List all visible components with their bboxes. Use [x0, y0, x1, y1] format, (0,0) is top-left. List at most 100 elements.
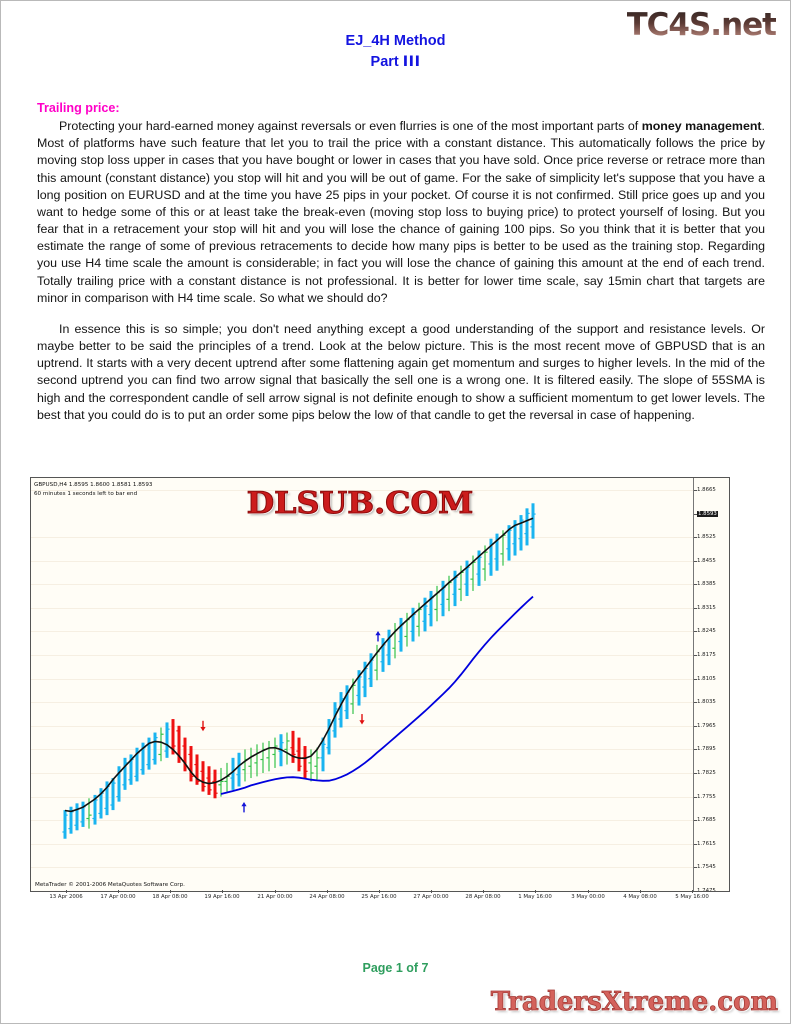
price-tick-label: 1.8385 [697, 581, 716, 588]
time-tick-label: 3 May 00:00 [571, 894, 605, 900]
price-tick-mark [694, 655, 697, 656]
price-bar [212, 769, 218, 799]
price-bar [332, 702, 338, 738]
page-title: EJ_4H Method Part III [1, 31, 790, 72]
price-bar [206, 766, 212, 795]
price-bar [158, 727, 164, 762]
price-bar [338, 692, 344, 728]
price-axis[interactable]: 1.8665 1.8593 1.8525 1.8455 1.8385 1.8315 1.82… [693, 478, 729, 891]
grid-line [31, 797, 695, 798]
doc-title-line1: EJ_4H Method [345, 33, 446, 49]
price-bar [530, 503, 536, 539]
price-tick-label: 1.8665 [697, 486, 716, 493]
price-tick-mark [694, 489, 697, 491]
price-bar [242, 749, 248, 782]
time-tick-label: 25 Apr 16:00 [361, 894, 397, 900]
quote-line-1: GBPUSD,H4 1.8595 1.8600 1.8581 1.8593 [34, 482, 153, 488]
price-tick-mark [694, 607, 697, 609]
tradersxtreme-logo: TradersXtreme.com [490, 987, 778, 1018]
price-tick-mark [694, 560, 697, 562]
price-tick-mark [694, 514, 697, 516]
price-tick-label: 1.7895 [697, 746, 716, 753]
grid-line [31, 844, 695, 845]
time-tick-label: 24 Apr 08:00 [309, 894, 345, 900]
grid-line [31, 867, 695, 868]
grid-line [31, 702, 695, 703]
price-bar [122, 757, 128, 790]
time-tick-mark [483, 890, 484, 893]
price-bar [290, 730, 296, 763]
price-bar [302, 746, 308, 779]
paragraph-1: Protecting your hard-earned money agains… [37, 118, 765, 307]
price-tick-label: 1.8175 [697, 652, 716, 658]
sell-arrow-icon [359, 714, 365, 725]
price-bar [218, 767, 224, 797]
buy-arrow-icon [375, 631, 381, 642]
grid-line [31, 608, 695, 609]
price-tick-mark [694, 867, 697, 869]
time-tick-label: 28 Apr 08:00 [465, 894, 501, 900]
price-tick-mark [694, 820, 697, 822]
time-tick-mark [222, 890, 223, 893]
price-tick-mark [694, 678, 697, 680]
price-bar [284, 732, 290, 765]
price-tick-label: 1.8245 [697, 628, 716, 635]
chart-quote-readout: GBPUSD,H4 1.8595 1.8600 1.8581 1.8593 60… [34, 481, 152, 498]
price-bar [266, 740, 272, 772]
time-tick-mark [327, 890, 328, 893]
price-tick-label: 1.8105 [697, 675, 716, 682]
grid-line [31, 726, 695, 727]
time-tick-label: 21 Apr 00:00 [257, 894, 293, 900]
quote-line-2: 60 minutes 1 seconds left to bar end [34, 490, 138, 497]
price-tick-label: 1.7965 [697, 722, 716, 729]
time-tick-label: 17 Apr 00:00 [100, 894, 136, 900]
time-tick-mark [118, 890, 119, 893]
grid-line [31, 584, 695, 585]
price-tick-label: 1.8525 [697, 534, 716, 540]
time-tick-label: 1 May 16:00 [518, 894, 552, 900]
sma-55-line [220, 595, 534, 795]
paragraph-1-part-a: Protecting your hard-earned money agains… [59, 119, 642, 133]
paragraph-1-part-b: . Most of platforms have such feature th… [37, 119, 765, 305]
price-bar [200, 761, 206, 792]
paragraph-2: In essence this is so simple; you don't … [37, 321, 765, 422]
tc4s-logo: TC4S.net [626, 7, 777, 43]
price-tick-mark [694, 702, 697, 704]
grid-line [31, 749, 695, 750]
price-tick-label: 1.8455 [697, 557, 716, 564]
price-bar [110, 778, 116, 811]
price-tick-label: 1.7545 [697, 864, 716, 871]
chart-series-svg [62, 503, 536, 839]
doc-part-label: Part [370, 53, 403, 70]
metatrader-chart[interactable]: GBPUSD,H4 1.8595 1.8600 1.8581 1.8593 60… [30, 477, 730, 892]
grid-line [31, 655, 695, 656]
price-tick-mark [694, 584, 697, 586]
time-tick-mark [640, 890, 641, 893]
price-bar [392, 622, 398, 659]
time-tick-mark [431, 890, 432, 893]
grid-line [31, 773, 695, 774]
price-bar [518, 515, 524, 551]
price-tick-mark [694, 537, 697, 538]
time-tick-mark [535, 890, 536, 893]
price-bar [254, 744, 260, 777]
grid-line [31, 490, 695, 491]
grid-line [31, 679, 695, 680]
metatrader-copyright: MetaTrader © 2001-2006 MetaQuotes Softwa… [35, 882, 185, 888]
price-bar [272, 737, 278, 768]
chart-plot-area[interactable]: GBPUSD,H4 1.8595 1.8600 1.8581 1.8593 60… [31, 478, 695, 891]
price-tick-mark [694, 749, 697, 751]
time-tick-mark [379, 890, 380, 893]
price-bar [260, 742, 266, 773]
price-bar [194, 754, 200, 785]
price-bar [152, 732, 158, 765]
time-tick-label: 18 Apr 08:00 [152, 894, 188, 900]
time-tick-label: 4 May 08:00 [623, 894, 657, 900]
time-tick-label: 27 Apr 00:00 [413, 894, 449, 900]
price-tick-label: 1.7615 [697, 840, 716, 847]
price-bar [62, 810, 68, 839]
price-bar [506, 525, 512, 561]
price-bar [74, 803, 80, 831]
time-tick-mark [692, 890, 693, 893]
